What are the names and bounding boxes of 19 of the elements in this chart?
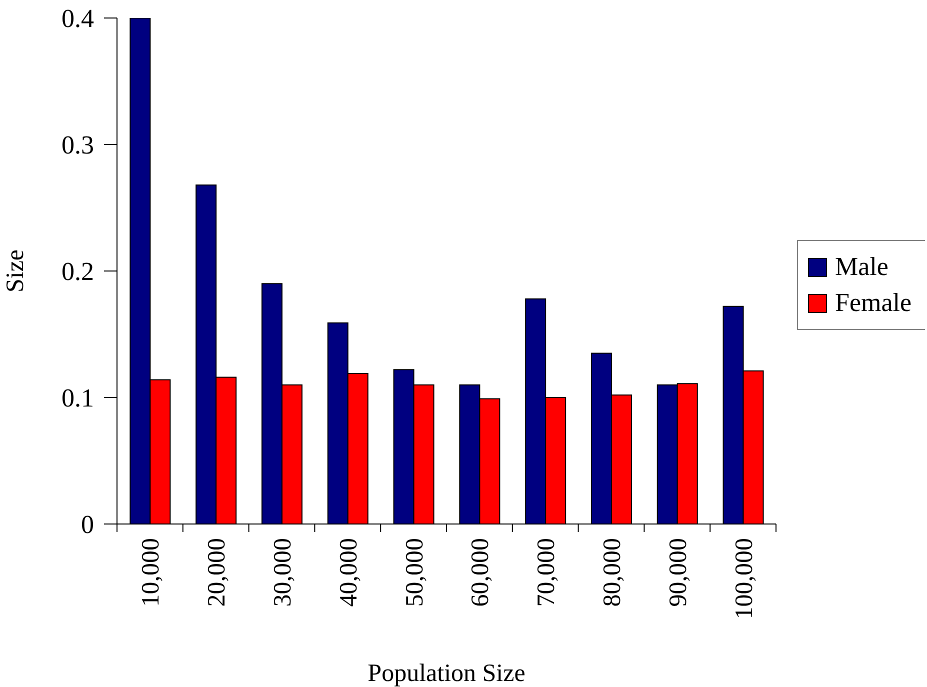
y-tick-label: 0 (81, 510, 94, 540)
x-tick-label: 20,000 (204, 538, 231, 607)
x-tick-label: 40,000 (335, 538, 362, 607)
y-tick-label: 0.3 (62, 130, 94, 160)
x-tick-label: 70,000 (533, 538, 560, 607)
y-axis-title: Size (2, 249, 29, 293)
x-tick-label: 30,000 (270, 538, 296, 607)
y-tick-label: 0.4 (62, 4, 94, 34)
x-tick-label: 10,000 (138, 538, 165, 607)
x-tick-label: 80,000 (599, 538, 626, 607)
y-tick-label: 0.1 (62, 384, 94, 413)
legend-label: Female (835, 288, 912, 318)
x-tick-label: 90,000 (664, 538, 692, 607)
x-axis-title: Population Size (368, 660, 526, 687)
legend-label: Male (835, 252, 888, 282)
y-tick-label: 0.2 (62, 257, 94, 286)
x-tick-label: 60,000 (467, 538, 494, 607)
x-tick-label: 100,000 (730, 538, 758, 620)
x-tick-label: 50,000 (401, 538, 428, 607)
